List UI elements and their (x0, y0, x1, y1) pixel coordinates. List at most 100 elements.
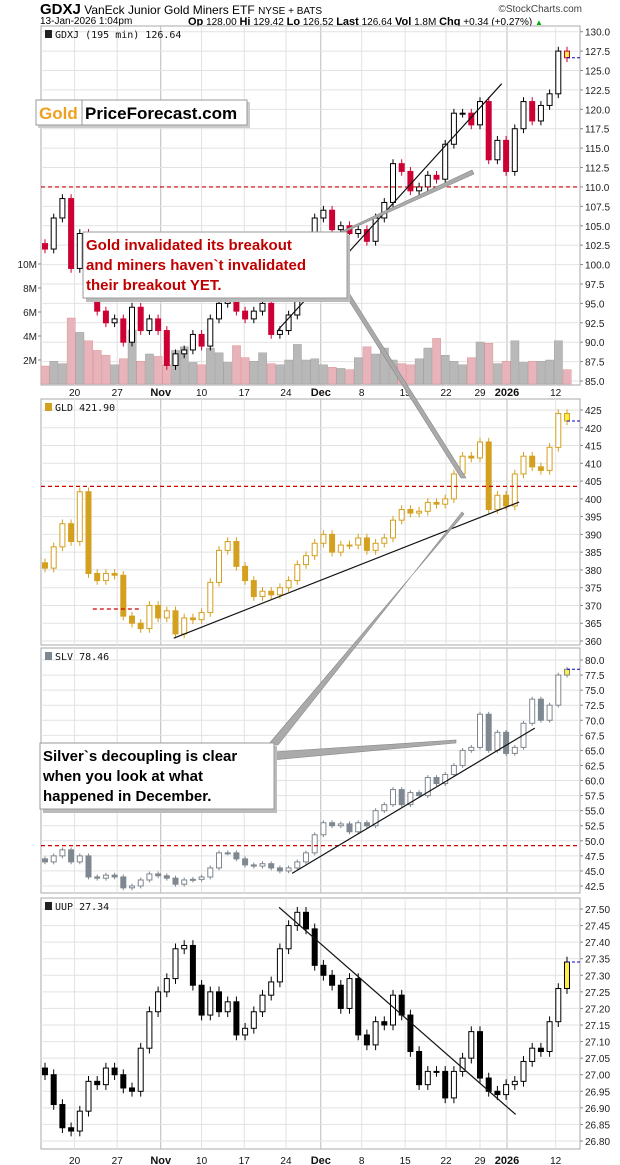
candle-body (485, 101, 492, 161)
x-axis-label: 29 (474, 1156, 486, 1165)
candle-body (529, 698, 536, 724)
candle-body (529, 455, 536, 468)
x-axis-label: 2026 (495, 387, 519, 399)
x-axis-label: 8 (359, 388, 365, 399)
candle-body (198, 333, 205, 347)
last-value: 126.64 (361, 17, 393, 28)
x-axis-label: 22 (441, 388, 453, 399)
volume-bar (301, 359, 311, 385)
candle-body (68, 523, 75, 542)
candle-body (555, 988, 562, 1023)
candle-body (503, 494, 510, 507)
candle-body (303, 555, 309, 566)
volume-bar (536, 361, 546, 385)
y-tick-label: 395 (585, 513, 602, 524)
y-tick-label: 27.20 (585, 1004, 610, 1015)
candle-body (337, 984, 344, 1009)
volume-bar (467, 357, 476, 385)
candle-body (59, 198, 66, 219)
y-tick-label: 27.25 (585, 988, 610, 999)
candle-body (424, 174, 431, 188)
candle-body (172, 353, 179, 366)
candle-body (355, 822, 362, 833)
candle-body (329, 533, 336, 553)
volume-bar (554, 340, 563, 385)
volume-label: Vol (394, 16, 412, 28)
x-axis-label: 24 (280, 388, 292, 399)
x-axis-label: 20 (69, 1156, 81, 1165)
volume-bar (84, 340, 93, 385)
x-axis-label: 10 (196, 388, 208, 399)
volume-bar (58, 363, 67, 385)
volume-bar (327, 367, 337, 385)
y-tick-label: 70.0 (585, 716, 605, 727)
candle-body (285, 867, 292, 872)
chart-title: GDXJ VanEck Junior Gold Miners ETF NYSE … (40, 1, 322, 18)
candle-type-icon (45, 403, 52, 411)
y-tick-label: 27.35 (585, 955, 610, 966)
last-label: Last (336, 16, 359, 28)
candle-body (381, 804, 388, 812)
y-tick-label: 77.5 (585, 671, 605, 682)
candle-body (546, 1021, 553, 1053)
candle-body (320, 533, 327, 544)
candle-body (468, 455, 475, 459)
candle-body (511, 746, 518, 754)
y-tick-label: 420 (585, 424, 602, 435)
candle-body (163, 610, 170, 619)
y-tick-label: 102.5 (585, 241, 610, 252)
candle-body (346, 823, 353, 833)
candle-body (137, 622, 144, 630)
candle-body (189, 944, 196, 986)
trendline (173, 501, 520, 639)
candle-body (311, 542, 318, 557)
y-tick-label: 360 (585, 637, 602, 648)
volume-bar (441, 355, 450, 385)
x-axis-label: 8 (359, 1156, 365, 1165)
candle-body (450, 112, 457, 145)
low-label: Lo (286, 16, 301, 28)
volume-tick-label: 6M (23, 308, 37, 319)
candle-body (50, 855, 57, 863)
candle-body (424, 777, 431, 797)
y-tick-label: 62.5 (585, 761, 605, 772)
candle-body (320, 209, 327, 219)
y-tick-label: 112.5 (585, 164, 610, 175)
change-value: +0.34 (+0.27%) (463, 17, 533, 28)
y-tick-label: 385 (585, 548, 602, 559)
candle-body (346, 978, 353, 1009)
y-tick-label: 85.0 (585, 377, 605, 388)
volume-bar (197, 364, 207, 385)
candle-body (276, 330, 283, 335)
x-axis-label: 15 (400, 388, 412, 399)
volume-bar (406, 364, 415, 385)
volume-bar (423, 347, 433, 385)
candle-body (111, 318, 118, 324)
candle-body (42, 562, 48, 569)
last-candle (564, 668, 570, 676)
x-axis-label: 29 (474, 388, 486, 399)
candle-body (276, 587, 283, 596)
volume-bar (432, 338, 441, 385)
candle-body (137, 879, 144, 887)
candle-body (155, 318, 162, 332)
low-value: 126.52 (302, 17, 334, 28)
candle-body (529, 101, 536, 122)
volume-bar (319, 364, 328, 385)
candle-body (207, 318, 214, 347)
x-axis-label: 12 (550, 388, 562, 399)
y-tick-label: 380 (585, 566, 602, 577)
candle-body (268, 863, 275, 869)
volume-bar (92, 350, 102, 385)
candle-body (355, 978, 362, 1036)
candle-body (259, 590, 266, 598)
volume-bar (293, 344, 302, 385)
volume-bar (475, 341, 485, 385)
candle-body (477, 713, 483, 748)
candle-body (494, 1090, 501, 1096)
candle-body (59, 849, 66, 857)
candle-body (407, 1014, 414, 1053)
candle-body (390, 789, 396, 806)
y-tick-label: 50.0 (585, 837, 605, 848)
